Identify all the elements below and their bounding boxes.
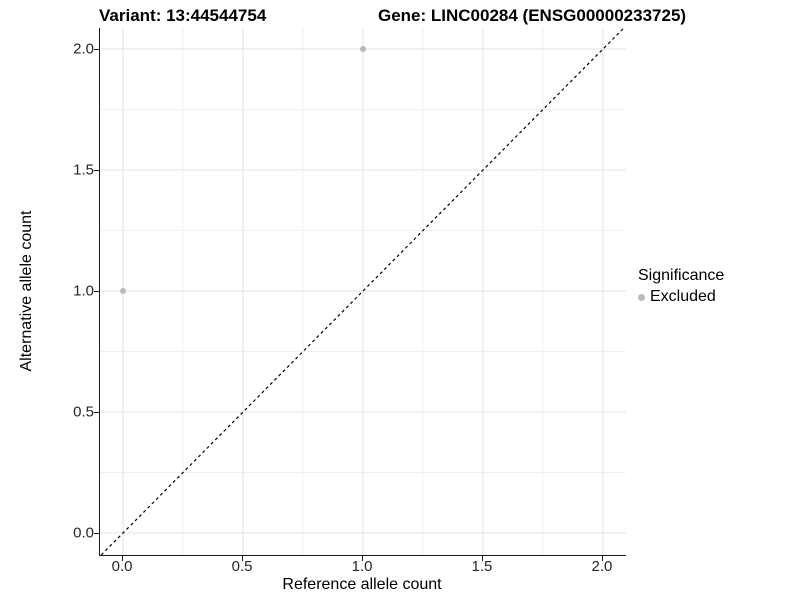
x-tick-mark bbox=[122, 556, 124, 561]
y-axis-title: Alternative allele count bbox=[18, 210, 35, 372]
gene-title: Gene: LINC00284 (ENSG00000233725) bbox=[378, 6, 687, 25]
y-tick-label: 2.0 bbox=[73, 40, 94, 58]
x-tick-label: 0.5 bbox=[231, 558, 253, 575]
y-tick-mark bbox=[94, 291, 99, 293]
identity-line bbox=[100, 28, 625, 555]
plot-panel bbox=[99, 28, 626, 556]
x-axis-title: Reference allele count bbox=[282, 576, 442, 593]
y-tick-mark bbox=[94, 411, 99, 413]
x-tick-mark bbox=[362, 556, 363, 561]
x-tick-label: 0.0 bbox=[111, 558, 133, 575]
y-tick-label: 1.5 bbox=[73, 161, 94, 179]
variant-title: Variant: 13:44544754 bbox=[99, 6, 267, 25]
legend-item-label: Excluded bbox=[650, 288, 716, 305]
x-tick-mark bbox=[481, 556, 483, 561]
legend-title: Significance bbox=[638, 267, 725, 284]
y-tick-mark bbox=[94, 532, 99, 534]
legend: Significance Excluded bbox=[638, 267, 724, 306]
legend-items: Excluded bbox=[638, 288, 724, 306]
legend-item: Excluded bbox=[638, 288, 724, 306]
data-point bbox=[120, 288, 127, 295]
x-tick-label: 1.0 bbox=[351, 558, 373, 575]
y-tick-label: 0.0 bbox=[73, 524, 94, 542]
legend-key-dot-icon bbox=[638, 293, 645, 301]
x-tick-label: 1.5 bbox=[471, 558, 493, 575]
y-tick-label: 1.0 bbox=[73, 282, 94, 300]
x-tick-mark bbox=[601, 556, 603, 561]
x-tick-label: 2.0 bbox=[591, 558, 613, 575]
y-tick-mark bbox=[94, 49, 99, 51]
y-tick-mark bbox=[94, 170, 99, 172]
y-tick-label: 0.5 bbox=[73, 403, 94, 421]
plot-canvas bbox=[100, 28, 626, 555]
data-point bbox=[360, 46, 366, 53]
x-tick-mark bbox=[242, 556, 244, 561]
